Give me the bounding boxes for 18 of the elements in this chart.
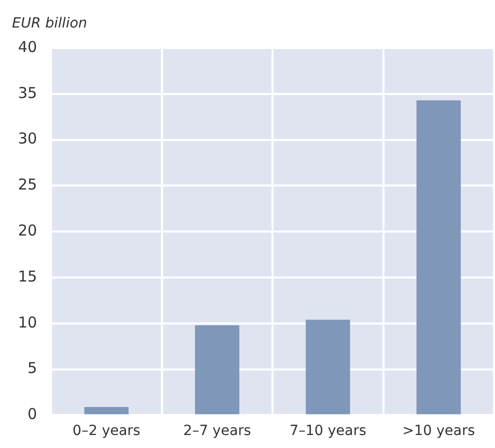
y-tick-label: 40 — [18, 38, 38, 56]
bar — [195, 325, 240, 414]
y-tick-label: 15 — [18, 267, 38, 286]
x-tick-label: 7–10 years — [290, 423, 366, 440]
y-tick-label: 20 — [18, 221, 38, 240]
bar — [306, 320, 350, 414]
y-tick-label: 35 — [18, 84, 38, 102]
x-tick-label: 2–7 years — [183, 423, 252, 440]
y-tick-label: 0 — [28, 405, 38, 424]
x-tick-label: >10 years — [402, 423, 475, 440]
y-tick-label: 25 — [18, 176, 38, 194]
y-tick-label: 30 — [18, 130, 38, 148]
x-tick-label: 0–2 years — [72, 423, 140, 440]
bar — [416, 100, 461, 414]
y-tick-label: 5 — [28, 359, 38, 378]
bar — [84, 406, 129, 414]
y-axis-title: EUR billion — [12, 16, 88, 32]
y-tick-label: 10 — [18, 313, 38, 332]
